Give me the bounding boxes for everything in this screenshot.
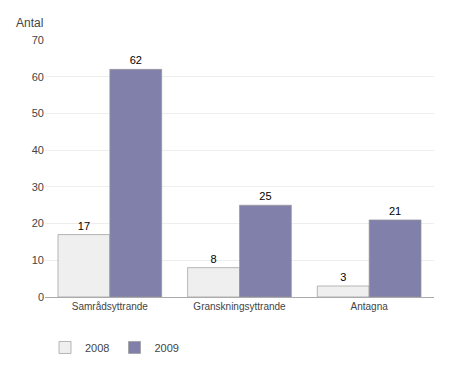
svg-text:Antal: Antal xyxy=(16,16,43,30)
svg-text:30: 30 xyxy=(32,181,44,193)
svg-text:Samrådsyttrande: Samrådsyttrande xyxy=(72,301,149,312)
svg-text:70: 70 xyxy=(32,34,44,46)
svg-text:3: 3 xyxy=(340,271,346,283)
svg-text:0: 0 xyxy=(38,291,44,303)
svg-text:60: 60 xyxy=(32,71,44,83)
svg-text:25: 25 xyxy=(259,190,271,202)
svg-text:20: 20 xyxy=(32,217,44,229)
svg-text:50: 50 xyxy=(32,107,44,119)
svg-text:Granskningsyttrande: Granskningsyttrande xyxy=(193,301,286,312)
svg-text:62: 62 xyxy=(130,54,142,66)
svg-text:10: 10 xyxy=(32,254,44,266)
svg-text:21: 21 xyxy=(389,205,401,217)
svg-text:2008: 2008 xyxy=(85,342,109,354)
svg-text:8: 8 xyxy=(211,253,217,265)
svg-text:17: 17 xyxy=(78,220,90,232)
svg-text:40: 40 xyxy=(32,144,44,156)
svg-text:Antagna: Antagna xyxy=(351,301,389,312)
svg-text:2009: 2009 xyxy=(154,342,178,354)
